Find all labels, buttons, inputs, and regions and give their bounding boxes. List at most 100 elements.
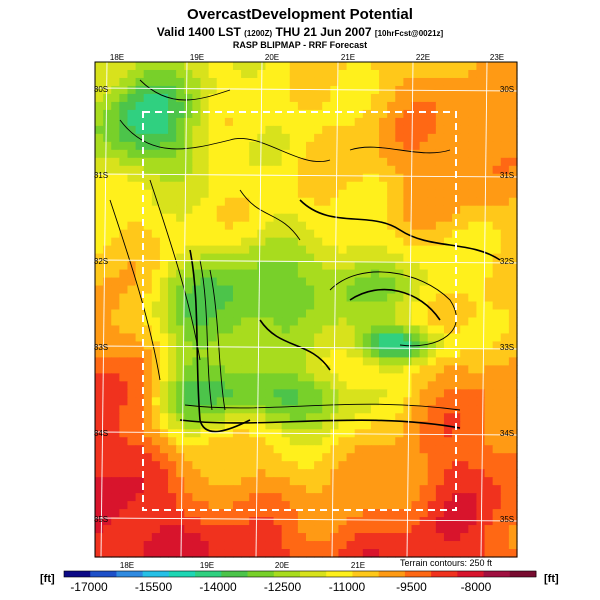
field-cell [184,253,193,263]
field-cell [330,445,340,454]
field-cell [395,293,404,303]
field-cell [452,477,461,486]
field-cell [362,477,372,486]
field-cell [338,293,348,303]
field-cell [135,413,145,422]
field-cell [224,245,234,255]
field-cell [103,301,112,311]
field-cell [176,413,185,422]
field-cell [103,501,112,510]
field-cell [95,533,104,542]
field-cell [95,101,104,111]
field-cell [103,125,112,135]
field-cell [184,493,193,502]
field-cell [143,541,153,550]
field-cell [184,181,193,191]
field-cell [314,525,323,534]
field-cell [452,101,461,111]
field-cell [411,205,421,215]
field-cell [265,525,275,534]
field-cell [265,493,275,502]
field-cell [184,141,193,151]
field-cell [322,133,331,143]
field-cell [184,357,193,366]
field-cell [354,293,364,303]
field-cell [427,429,437,438]
field-cell [151,445,161,454]
field-cell [168,549,177,558]
field-cell [119,181,129,191]
field-cell [411,405,421,414]
field-cell [379,333,388,343]
terrain-contour-line [109,199,161,381]
field-cell [460,421,469,430]
field-cell [435,501,445,510]
field-cell [330,93,340,103]
field-cell [492,229,502,239]
field-cell [281,341,291,351]
field-cell [330,285,340,295]
field-cell [289,237,299,247]
field-cell [249,397,258,406]
field-cell [127,381,137,390]
field-cell [111,285,120,295]
field-cell [387,117,396,127]
field-cell [208,125,218,135]
field-cell [151,541,161,550]
field-cell [476,85,486,95]
field-cell [346,149,356,159]
field-cell [241,469,250,478]
field-cell [411,469,421,478]
field-cell [297,509,307,518]
field-cell [508,541,518,550]
field-cell [257,277,267,287]
field-cell [176,389,185,398]
field-cell [500,365,510,374]
field-cell [419,501,429,510]
field-cell [241,397,250,406]
colorbar-label: -8000 [460,580,492,594]
field-cell [468,221,478,231]
field-cell [95,413,104,422]
field-cell [200,365,210,374]
field-cell [362,141,372,151]
field-cell [435,157,445,167]
field-cell [281,381,291,390]
field-cell [135,549,145,558]
latitude-line [94,517,518,522]
field-cell [281,69,291,79]
field-cell [492,453,502,462]
field-cell [500,469,510,478]
field-cell [411,285,421,295]
field-cell [362,493,372,502]
field-cell [411,445,421,454]
field-cell [314,173,323,183]
field-cell [257,533,267,542]
field-cell [103,533,112,542]
field-cell [508,173,518,183]
field-cell [192,253,202,263]
field-cell [370,349,380,358]
field-cell [354,221,364,231]
field-cell [297,453,307,462]
field-cell [119,429,129,438]
field-cell [281,237,291,247]
field-cell [184,173,193,183]
field-cell [476,333,486,343]
field-cell [427,157,437,167]
field-cell [346,437,356,446]
field-cell [135,109,145,119]
field-cell [403,141,413,151]
field-cell [119,405,129,414]
field-cell [419,413,429,422]
field-cell [103,429,112,438]
field-cell [468,261,478,271]
field-cell [143,277,153,287]
field-cell [281,62,291,71]
field-cell [281,525,291,534]
field-cell [460,381,469,390]
field-cell [103,253,112,263]
field-cell [241,493,250,502]
field-cell [241,237,250,247]
field-cell [119,269,129,279]
